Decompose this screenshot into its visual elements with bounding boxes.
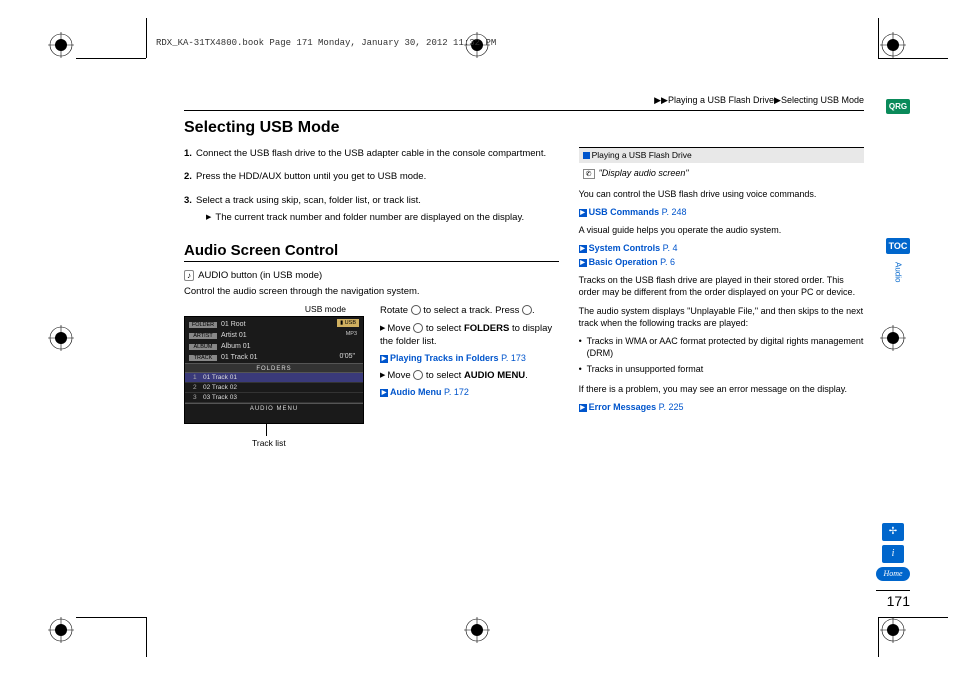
registration-mark-icon [880, 617, 906, 643]
info-header: Playing a USB Flash Drive [579, 148, 864, 163]
tab-home[interactable]: Home [876, 567, 910, 581]
usb-badge: ▮ USB [337, 319, 359, 327]
dial-icon [411, 305, 421, 315]
breadcrumb-b: Selecting USB Mode [781, 95, 864, 105]
header-stamp: RDX_KA-31TX4800.book Page 171 Monday, Ja… [156, 38, 496, 48]
input-line-text: AUDIO button (in USB mode) [198, 270, 322, 281]
tab-qrg[interactable]: QRG [886, 99, 910, 114]
info-icon [583, 152, 590, 159]
breadcrumb-a: Playing a USB Flash Drive [668, 95, 774, 105]
label-usb-mode: USB mode [184, 304, 364, 314]
mic-icon: ✆ [583, 169, 595, 179]
instructions: Rotate to select a track. Press . ▶Move … [380, 304, 559, 448]
val-track: 01 Track 01 [221, 354, 258, 361]
instr-move-folders: ▶Move to select FOLDERS to display the f… [380, 322, 559, 349]
step-3-text: Select a track using skip, scan, folder … [196, 195, 421, 206]
mp3-badge: MP3 [346, 331, 357, 337]
tag-track: TRACK [189, 355, 217, 361]
registration-mark-icon [48, 325, 74, 351]
folders-bar: FOLDERS [185, 363, 363, 373]
registration-mark-icon [48, 32, 74, 58]
control-text: Control the audio screen through the nav… [184, 285, 559, 298]
time: 0'05" [339, 353, 355, 360]
info-bul1: Tracks in WMA or AAC format protected by… [579, 335, 864, 359]
link-usb-commands[interactable]: ▶USB Commands P. 248 [579, 206, 864, 218]
registration-mark-icon [880, 325, 906, 351]
tab-voice[interactable]: ✢ [882, 523, 904, 541]
info-bullets: Tracks in WMA or AAC format protected by… [579, 335, 864, 375]
info-column: Playing a USB Flash Drive ✆"Display audi… [579, 147, 864, 448]
label-track-list: Track list [184, 438, 364, 448]
registration-mark-icon [464, 617, 490, 643]
info-p4: The audio system displays "Unplayable Fi… [579, 305, 864, 329]
section-label: Audio [894, 262, 903, 282]
tag-artist: ARTIST [189, 333, 217, 339]
link-error-messages[interactable]: ▶Error Messages P. 225 [579, 401, 864, 413]
input-line: ♪ AUDIO button (in USB mode) [184, 270, 559, 281]
main-column: Connect the USB flash drive to the USB a… [184, 147, 559, 448]
step-2: Press the HDD/AUX button until you get t… [184, 170, 559, 183]
menu-bar: AUDIO MENU [185, 403, 363, 413]
page-content: ▶▶Playing a USB Flash Drive▶Selecting US… [184, 95, 864, 448]
info-bul2: Tracks in unsupported format [579, 363, 864, 375]
screenshot-wrap: USB mode ▮ USB MP3 FOLDER 01 Root ARTIST A… [184, 304, 364, 448]
val-album: Album 01 [221, 343, 251, 350]
tag-folder: FOLDER [189, 322, 217, 328]
track-row: 202 Track 02 [185, 383, 363, 393]
info-p1: You can control the USB flash drive usin… [579, 188, 864, 200]
val-artist: Artist 01 [221, 332, 247, 339]
info-p2: A visual guide helps you operate the aud… [579, 224, 864, 236]
link-system-controls[interactable]: ▶System Controls P. 4 [579, 242, 864, 254]
link-basic-operation[interactable]: ▶Basic Operation P. 6 [579, 256, 864, 268]
info-p3: Tracks on the USB flash drive are played… [579, 274, 864, 298]
audio-screen: ▮ USB MP3 FOLDER01 Root ARTISTArtist 01 … [184, 316, 364, 424]
tab-info[interactable]: i [882, 545, 904, 563]
tag-album: ALBUM [189, 344, 217, 350]
up-icon [413, 323, 423, 333]
section-title: Selecting USB Mode [184, 119, 864, 137]
breadcrumb: ▶▶Playing a USB Flash Drive▶Selecting US… [184, 95, 864, 106]
instr-move-menu: ▶Move to select AUDIO MENU. [380, 369, 559, 382]
track-list: 101 Track 01 202 Track 02 303 Track 03 [185, 373, 363, 403]
subsection-title: Audio Screen Control [184, 242, 559, 262]
enter-icon [522, 305, 532, 315]
side-tabs-top: QRG [886, 99, 910, 114]
link-audio-menu[interactable]: ▶Audio Menu P. 172 [380, 386, 559, 399]
step-1: Connect the USB flash drive to the USB a… [184, 147, 559, 160]
info-p5: If there is a problem, you may see an er… [579, 383, 864, 395]
tab-toc[interactable]: TOC [886, 238, 910, 254]
audio-button-icon: ♪ [184, 270, 194, 281]
side-tabs-mid: TOC Audio [886, 238, 910, 282]
side-tabs-bot: ✢ i Home [876, 523, 910, 581]
val-folder: 01 Root [221, 321, 246, 328]
step-3: Select a track using skip, scan, folder … [184, 194, 559, 225]
registration-mark-icon [48, 617, 74, 643]
down-icon [413, 370, 423, 380]
link-playing-tracks[interactable]: ▶Playing Tracks in Folders P. 173 [380, 352, 559, 365]
track-row: 101 Track 01 [185, 373, 363, 383]
step-3-sub: The current track number and folder numb… [196, 211, 559, 224]
track-row: 303 Track 03 [185, 393, 363, 403]
registration-mark-icon [880, 32, 906, 58]
instr-rotate: Rotate to select a track. Press . [380, 304, 559, 317]
steps-list: Connect the USB flash drive to the USB a… [184, 147, 559, 224]
page-number: 171 [876, 590, 910, 609]
voice-command: ✆"Display audio screen" [583, 167, 864, 179]
